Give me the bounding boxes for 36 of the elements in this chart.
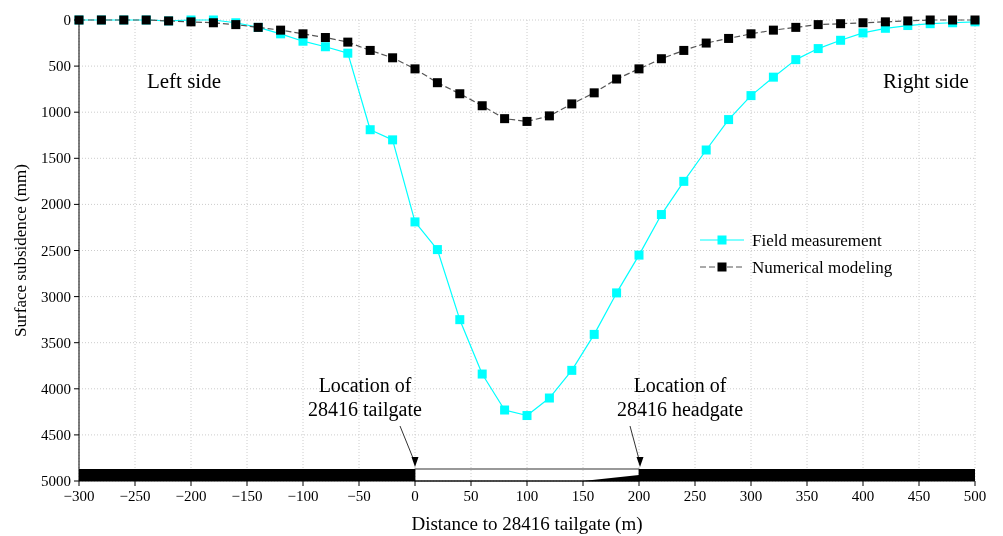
x-tick-label: 500 [963,488,987,504]
x-axis-title: Distance to 28416 tailgate (m) [411,513,643,535]
y-tick-label: 0 [63,12,71,28]
y-tick-label: 500 [48,58,71,75]
y-tick-label: 1000 [41,104,71,121]
x-tick-label: 400 [851,488,875,504]
x-tick-label: 50 [463,488,479,504]
x-tick-label: 350 [795,488,819,504]
x-tick-label: −300 [63,488,95,504]
y-tick-label: 3000 [41,288,71,305]
y-tick-label: 3500 [41,334,71,351]
y-tick-label: 4000 [41,380,71,397]
x-tick-label: 300 [739,488,763,504]
x-tick-label: −200 [175,488,207,504]
x-tick-label: 250 [683,488,707,504]
legend-label: Numerical modeling [752,258,893,277]
y-axis-title: Surface subsidence (mm) [11,164,30,337]
y-tick-label: 2500 [41,242,71,259]
x-tick-label: −50 [347,488,371,504]
annotation: Location of 28416 headgate [616,374,744,421]
x-tick-label: −100 [287,488,319,504]
y-tick-label: 4500 [41,426,71,443]
annotation: Left side [146,69,222,93]
x-tick-label: −250 [119,488,151,504]
y-tick-label: 1500 [41,150,71,167]
annotation: Location of 28416 tailgate [308,374,423,421]
x-tick-label: 0 [411,488,419,504]
x-tick-label: 450 [907,488,931,504]
legend-label: Field measurement [752,231,883,250]
x-tick-label: −150 [231,488,263,504]
y-tick-label: 2000 [41,196,71,213]
y-tick-label: 5000 [41,473,71,489]
x-tick-label: 100 [515,488,539,504]
x-tick-label: 200 [627,488,651,504]
annotation: Right side [883,69,969,93]
x-tick-label: 150 [571,488,595,504]
